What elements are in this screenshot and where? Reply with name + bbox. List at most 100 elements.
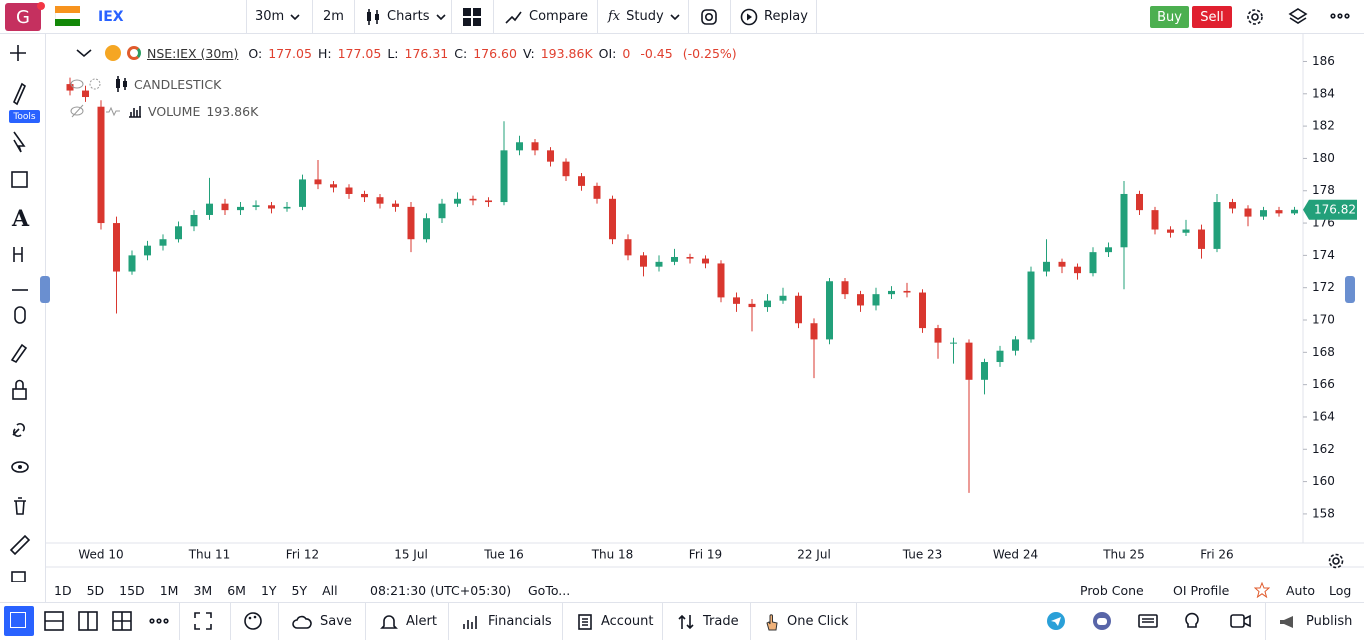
range-button[interactable]: All (322, 582, 338, 598)
prob-cone-button[interactable]: Prob Cone (1080, 582, 1144, 598)
legend-symbol[interactable]: NSE:IEX (30m) (147, 45, 239, 61)
layout-single[interactable] (4, 606, 34, 636)
trade-button[interactable]: Trade (677, 603, 739, 640)
x-tick-label: Fri 12 (286, 548, 319, 562)
goto-button[interactable]: GoTo... (528, 582, 571, 598)
study-row: VOLUME 193.86K (70, 102, 258, 120)
lock-tool[interactable] (12, 388, 27, 400)
candle-body (903, 290, 911, 293)
range-button[interactable]: 15D (119, 582, 145, 598)
logo[interactable]: G (5, 3, 41, 31)
financials-button[interactable]: Financials (462, 603, 552, 640)
screenshot-tool[interactable] (11, 571, 26, 582)
replay-icon (740, 8, 758, 25)
charts-button[interactable]: Charts (365, 0, 446, 33)
range-button[interactable]: 6M (227, 582, 246, 598)
y-tick-label: 180 (1312, 151, 1335, 165)
pen-tool[interactable] (12, 82, 27, 106)
more-icon[interactable] (1330, 12, 1350, 20)
candle-body (1167, 229, 1174, 233)
y-tick-label: 182 (1312, 119, 1335, 133)
range-button[interactable]: 3M (193, 582, 213, 598)
candle-body (330, 184, 337, 188)
candle-body (159, 239, 167, 246)
fib-tool[interactable] (13, 247, 23, 262)
separator (816, 0, 817, 33)
layout-buttons[interactable] (43, 610, 183, 632)
buy-button[interactable]: Buy (1150, 6, 1189, 28)
publish-button[interactable]: Publish (1278, 603, 1352, 640)
fullscreen-icon[interactable] (193, 611, 213, 631)
interval: 30m (255, 9, 285, 24)
settings-icon[interactable] (1245, 7, 1265, 27)
candle-body (841, 281, 849, 295)
symbol[interactable]: IEX (98, 8, 124, 25)
log-button[interactable]: Log (1329, 582, 1352, 598)
instagram-button[interactable] (700, 0, 718, 33)
candle-body (144, 245, 151, 256)
layout-button[interactable] (462, 0, 482, 33)
text-tool[interactable]: A (11, 206, 30, 232)
ruler-tool[interactable] (9, 534, 31, 556)
pointer-tool[interactable] (13, 131, 26, 153)
label: Study (626, 9, 664, 24)
range-button[interactable]: 5D (86, 582, 105, 598)
last-price-label: 176.82 (1314, 202, 1356, 216)
y-tick-label: 158 (1312, 506, 1335, 520)
label: H: (317, 45, 332, 61)
save-button[interactable]: Save (292, 603, 352, 640)
axis-settings-icon[interactable] (1327, 552, 1345, 570)
sell-button[interactable]: Sell (1192, 6, 1232, 28)
candle-body (97, 106, 105, 224)
auto-button[interactable]: Auto (1286, 582, 1316, 598)
star-icon[interactable] (1254, 582, 1270, 598)
eye-tool[interactable] (11, 461, 29, 473)
delete-tool[interactable] (14, 497, 26, 515)
compare-button[interactable]: Compare (505, 0, 588, 33)
footer-icons[interactable] (1045, 610, 1275, 632)
tools-badge[interactable]: Tools (9, 110, 40, 123)
candle-body (128, 255, 136, 272)
range-button[interactable]: 5Y (291, 582, 308, 598)
collapse-handle[interactable] (1345, 276, 1355, 303)
theme-icon[interactable] (243, 611, 263, 631)
range-button[interactable]: 1M (159, 582, 179, 598)
shape-tool[interactable] (11, 171, 28, 188)
y-tick-label: 162 (1312, 442, 1335, 456)
candle-body (857, 294, 864, 306)
y-tick-label: 172 (1312, 280, 1335, 294)
replay-button[interactable]: Replay (740, 0, 808, 33)
label: Account (601, 614, 654, 629)
label: Replay (764, 9, 808, 24)
study-icons[interactable] (70, 103, 122, 119)
study-button[interactable]: fx Study (608, 0, 680, 33)
candle-body (516, 142, 523, 151)
interval-button[interactable]: 30m (255, 0, 300, 33)
collapse-handle[interactable] (40, 276, 50, 303)
alert-button[interactable]: Alert (380, 603, 437, 640)
collapse-legend[interactable] (75, 48, 93, 58)
study-value: 193.86K (206, 103, 259, 119)
range-button[interactable]: 1D (54, 582, 72, 598)
x-tick-label: Thu 25 (1102, 548, 1145, 562)
interval2-button[interactable]: 2m (323, 0, 344, 33)
crosshair-tool[interactable] (10, 45, 26, 61)
one-click-button[interactable]: One Click (765, 603, 849, 640)
study-icons[interactable] (70, 76, 108, 92)
legend-row: NSE:IEX (30m) O: 177.05 H: 177.05 L: 176.31… (75, 44, 737, 62)
account-button[interactable]: Account (577, 603, 654, 640)
link-tool[interactable] (12, 422, 26, 438)
oi-profile-button[interactable]: OI Profile (1173, 582, 1230, 598)
candle-body (1027, 271, 1035, 340)
candle-body (826, 281, 833, 340)
candle-body (345, 187, 353, 194)
layers-icon[interactable] (1288, 7, 1308, 27)
lock-draw-tool[interactable] (10, 343, 28, 364)
range-button[interactable]: 1Y (260, 582, 277, 598)
x-tick-label: 15 Jul (394, 548, 428, 562)
candle-body (237, 206, 244, 211)
candle-body (795, 295, 802, 324)
magnet-tool[interactable] (14, 306, 26, 324)
last-price-tag (1303, 199, 1357, 220)
top-bar (0, 0, 1364, 34)
